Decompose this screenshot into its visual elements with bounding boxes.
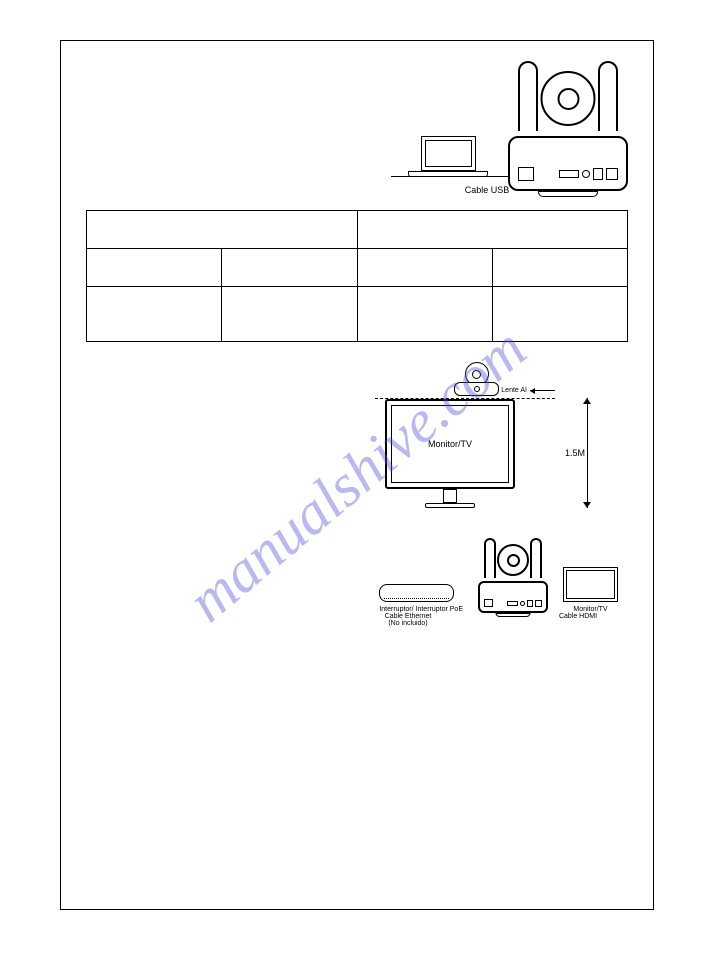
ai-lens-label: Lente AI [501,387,527,394]
camera-rear-icon [478,538,548,613]
switch-label: Interruptor/ Interruptor PoE [379,606,463,613]
poe-switch-icon [379,584,454,602]
table-row [87,211,628,249]
height-marker: 1.5M [565,398,588,508]
document-page: manualshive.com [60,40,654,910]
hdmi-cable-label: Cable HDMI [538,613,618,627]
diagram-network-connection: Interruptor/ Interruptor PoE [86,538,628,627]
diagram-mount-height: Lente AI Monitor/TV 1.5M [86,362,588,508]
diagram-usb-connection: Cable USB [86,61,628,195]
ethernet-cable-label: Cable Ethernet (No incluido) [368,613,448,627]
monitor-label: Monitor/TV [428,439,472,449]
monitor-tv-label: Monitor/TV [563,606,618,613]
small-monitor-icon [563,567,618,602]
camera-rear-icon [508,61,628,191]
table-row [87,249,628,287]
laptop-icon [408,136,488,191]
spec-table [86,210,628,342]
height-label: 1.5M [565,448,585,458]
table-row [87,287,628,342]
camera-front-icon [454,362,499,402]
monitor-icon: Monitor/TV [385,399,515,508]
